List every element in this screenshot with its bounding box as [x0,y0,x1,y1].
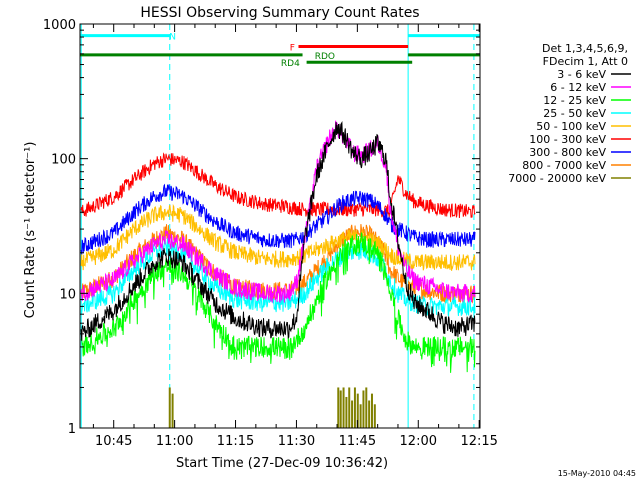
x-tick-label-3: 11:30 [278,434,315,449]
y-tick-label-3: 1000 [43,18,76,33]
flag-label-f: F [290,44,295,54]
x-tick-label-4: 11:45 [339,434,376,449]
y-axis-label: Count Rate (s⁻¹ detector⁻¹) [23,142,38,319]
legend-header-1: FDecim 1, Att 0 [543,55,628,68]
x-tick-label-6: 12:15 [460,434,497,449]
x-tick-label-2: 11:15 [217,434,254,449]
plot-area: N F RDO RD4 10:45 11:00 11:15 11:30 11:45 12:00 12… [43,18,498,449]
legend-label-0: 3 - 6 keV [557,68,606,81]
x-axis-label: Start Time (27-Dec-09 10:36:42) [176,456,388,471]
series-line-3-6kev [80,121,476,341]
legend-label-3: 25 - 50 keV [543,107,606,120]
legend-label-6: 300 - 800 keV [529,146,606,159]
legend-label-4: 50 - 100 keV [536,120,606,133]
y-tick-label-1: 10 [59,287,76,302]
series-line-50-100kev [80,203,476,271]
series-line-12-25kev [80,231,476,373]
legend-label-7: 800 - 7000 keV [522,159,606,172]
legend-label-5: 100 - 300 keV [529,133,606,146]
x-tick-label-0: 10:45 [95,434,132,449]
flag-label-rdo: RDO [315,52,335,62]
axes-frame [79,23,481,429]
series-line-300-800kev [80,183,476,255]
y-tick-label-0: 1 [68,422,76,437]
x-tick-label-1: 11:00 [156,434,193,449]
series-line-100-300kev [80,152,476,219]
flag-label-rd4: RD4 [281,59,300,69]
legend-label-2: 12 - 25 keV [543,94,606,107]
series-line-6-12kev [80,120,476,303]
y-tick-label-2: 100 [51,153,76,168]
footer-timestamp: 15-May-2010 04:45 [558,469,636,478]
chart-title: HESSI Observing Summary Count Rates [140,5,419,21]
legend-label-8: 7000 - 20000 keV [508,172,606,185]
legend: Det 1,3,4,5,6,9,FDecim 1, Att 03 - 6 keV… [508,42,631,185]
legend-label-1: 6 - 12 keV [550,81,606,94]
flag-label-n: N [169,33,176,43]
legend-header-0: Det 1,3,4,5,6,9, [542,42,628,55]
x-tick-label-5: 12:00 [400,434,437,449]
